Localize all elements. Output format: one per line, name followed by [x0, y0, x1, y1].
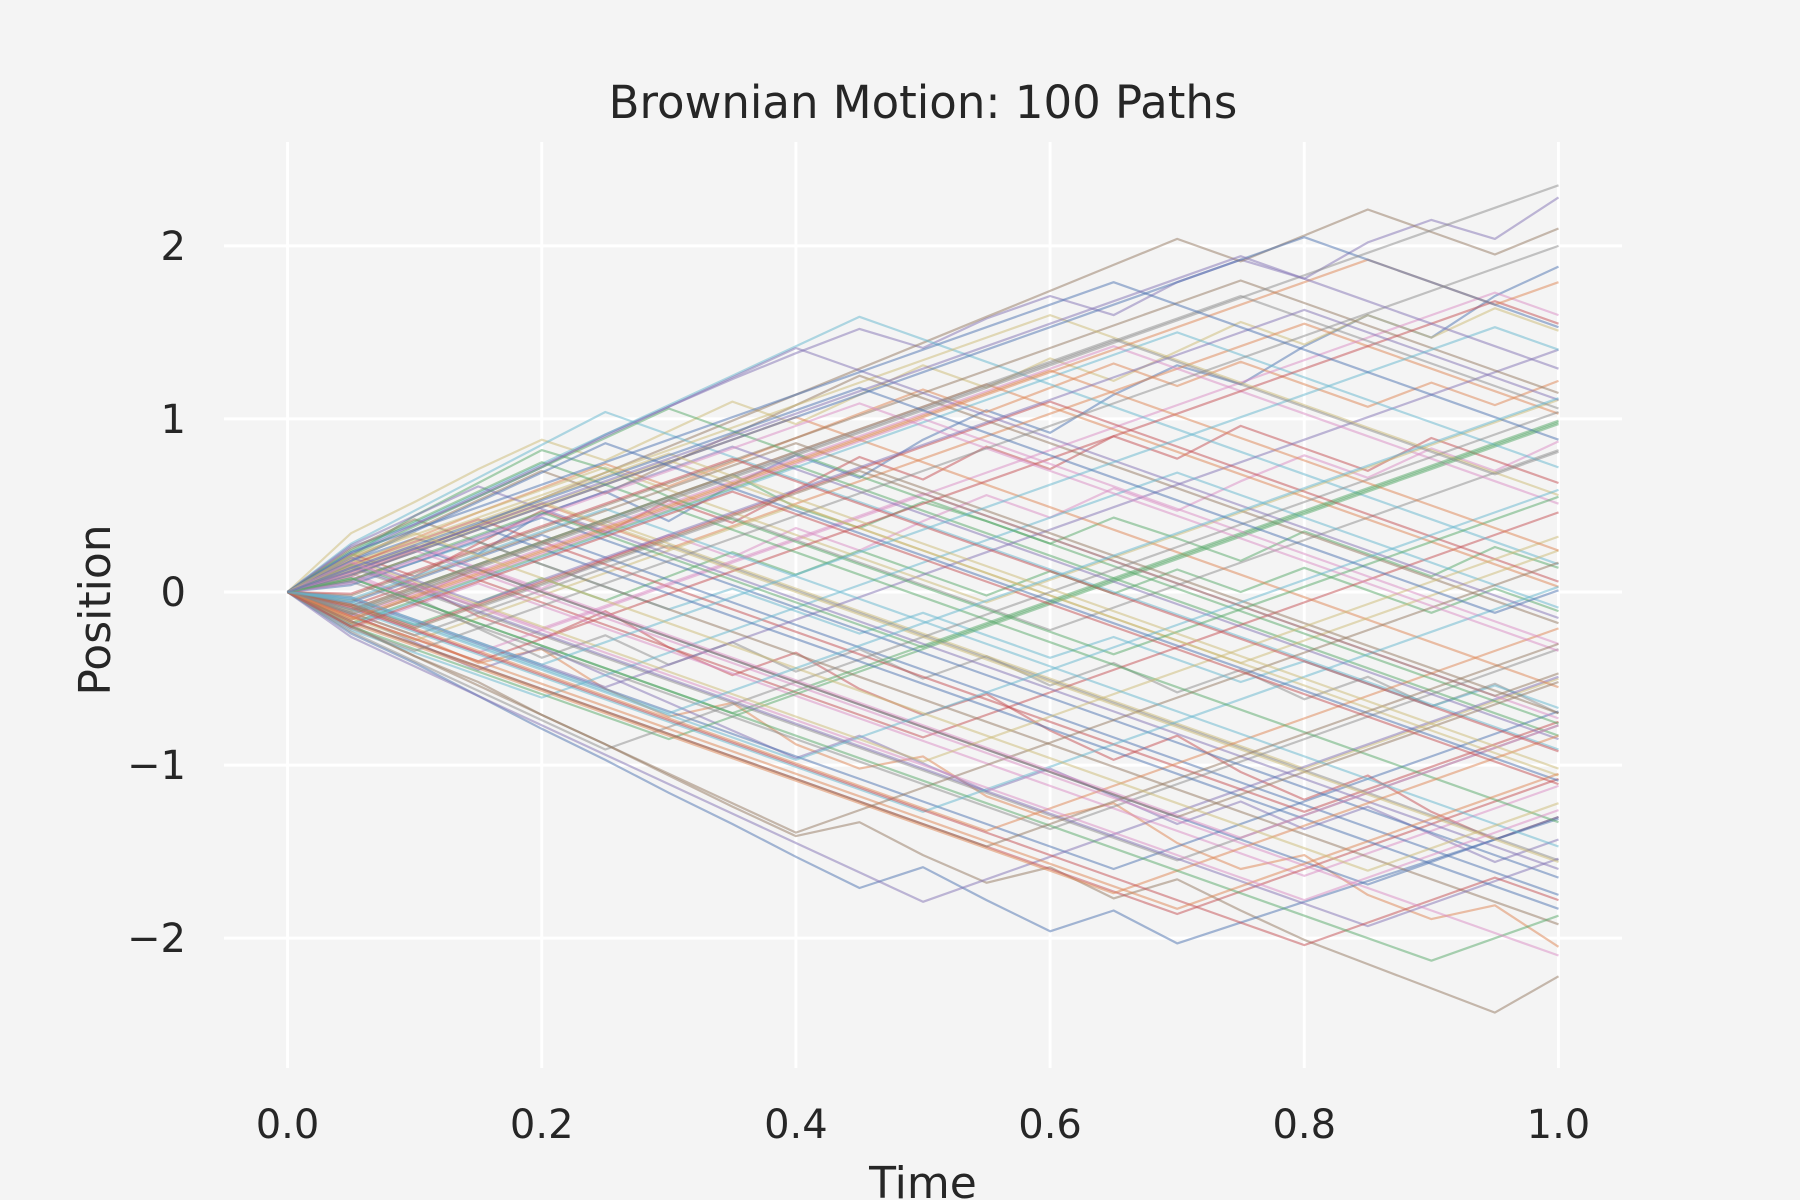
series-path-71 — [287, 236, 1559, 594]
series-path-60 — [287, 585, 1559, 813]
series-path-99 — [286, 532, 1559, 872]
series-path-67 — [287, 544, 1559, 839]
series-path-101 — [287, 386, 1559, 614]
series-path-87 — [287, 549, 1559, 957]
series-path-90 — [287, 326, 1559, 666]
series-path-8 — [287, 590, 1559, 715]
y-tick-label: −2 — [127, 916, 186, 962]
y-axis-title: Position — [70, 524, 121, 695]
y-tick-label: 0 — [161, 570, 186, 616]
y-tick-label: −1 — [127, 743, 186, 789]
series-path-24 — [287, 511, 1559, 739]
series-path-64 — [287, 400, 1559, 628]
series-path-65 — [287, 445, 1559, 741]
series-path-81 — [287, 442, 1559, 782]
series-path-25 — [286, 591, 1559, 903]
x-tick-label: 1.0 — [1527, 1102, 1591, 1148]
series-path-75 — [286, 346, 1559, 620]
series-path-61 — [287, 525, 1559, 910]
y-tick-labels: −2 −1 0 1 2 — [127, 224, 186, 962]
series-path-85 — [286, 308, 1559, 604]
series-path-27 — [287, 291, 1559, 654]
series-path-70 — [287, 507, 1559, 848]
series-path-59 — [287, 314, 1559, 593]
series-path-100 — [287, 397, 1559, 715]
series-path-20 — [286, 410, 1559, 751]
series-path-53 — [286, 407, 1559, 725]
series-path-77 — [287, 402, 1559, 652]
series-path-93 — [287, 421, 1559, 649]
series-path-84 — [287, 457, 1559, 753]
series-path-78 — [286, 244, 1559, 653]
series-path-92 — [287, 590, 1559, 910]
series-path-62 — [287, 258, 1559, 621]
x-axis-title: Time — [868, 1158, 977, 1200]
series-path-45 — [286, 485, 1559, 871]
series-path-91 — [286, 281, 1559, 593]
series-path-57 — [287, 417, 1559, 645]
series-path-69 — [286, 535, 1559, 763]
series-path-6 — [286, 591, 1560, 1014]
series-path-97 — [287, 561, 1559, 902]
y-tick-label: 1 — [161, 397, 186, 443]
series-path-94 — [286, 490, 1559, 786]
series-lines — [286, 184, 1560, 1014]
y-tick-label: 2 — [161, 224, 186, 270]
series-path-40 — [286, 471, 1559, 699]
x-gridlines — [286, 142, 1560, 1068]
x-tick-label: 0.4 — [764, 1102, 828, 1148]
series-path-82 — [287, 369, 1559, 620]
series-path-89 — [287, 452, 1559, 770]
series-path-26 — [286, 374, 1559, 625]
series-path-80 — [287, 488, 1559, 762]
series-path-95 — [287, 255, 1559, 594]
series-path-48 — [287, 544, 1559, 862]
series-path-76 — [287, 568, 1559, 819]
series-path-50 — [286, 331, 1559, 627]
series-path-72 — [287, 591, 1559, 895]
series-path-98 — [287, 338, 1559, 611]
series-path-30 — [286, 315, 1559, 593]
series-path-38 — [287, 580, 1559, 831]
series-path-18 — [287, 449, 1559, 632]
x-tick-label: 0.8 — [1272, 1102, 1336, 1148]
x-tick-label: 0.2 — [510, 1102, 574, 1148]
x-tick-labels: 0.0 0.2 0.4 0.6 0.8 1.0 — [256, 1102, 1591, 1148]
x-tick-label: 0.6 — [1018, 1102, 1082, 1148]
series-path-3 — [286, 449, 1559, 593]
series-path-68 — [287, 294, 1559, 613]
series-path-63 — [286, 461, 1559, 824]
series-path-83 — [287, 577, 1559, 962]
series-path-49 — [287, 459, 1559, 665]
x-tick-label: 0.0 — [256, 1102, 320, 1148]
series-path-52 — [287, 590, 1559, 833]
series-path-33 — [286, 423, 1559, 741]
chart-title: Brownian Motion: 100 Paths — [609, 76, 1238, 129]
series-path-86 — [287, 591, 1559, 848]
series-path-96 — [287, 469, 1559, 698]
series-path-55 — [287, 564, 1559, 928]
series-path-17 — [286, 582, 1559, 878]
series-path-66 — [286, 561, 1559, 834]
series-path-79 — [287, 500, 1559, 864]
